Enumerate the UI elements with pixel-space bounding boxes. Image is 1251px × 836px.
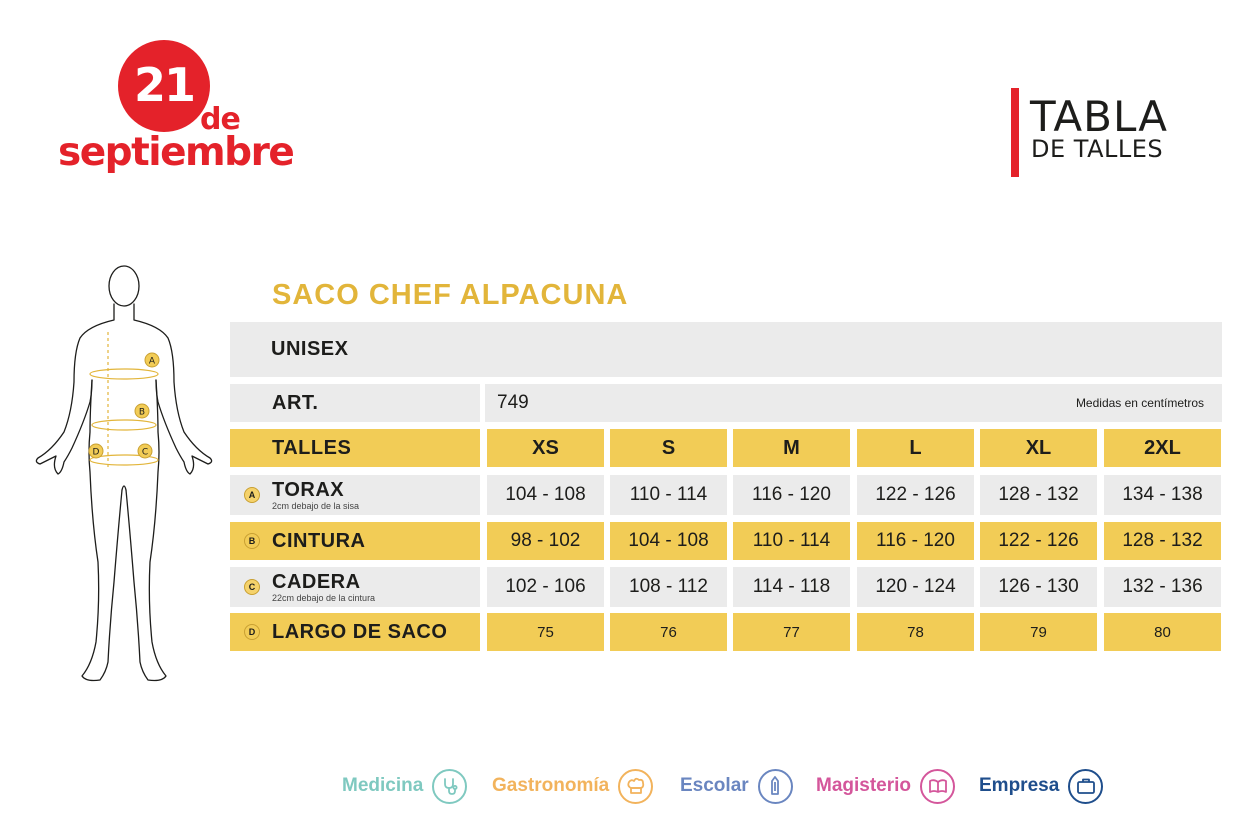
- row-label: TORAX: [272, 478, 345, 501]
- measurement-cell: 75: [487, 613, 604, 651]
- measurement-cell: 104 - 108: [487, 475, 604, 515]
- measurement-cell: 76: [610, 613, 727, 651]
- measurement-cell: 116 - 120: [857, 522, 974, 560]
- measurement-cell: 126 - 130: [980, 567, 1097, 607]
- logo-circle: [118, 40, 210, 132]
- logo-number: 21: [133, 58, 196, 112]
- size-header: XL: [980, 429, 1097, 467]
- measurement-cell: 122 - 126: [980, 522, 1097, 560]
- row-label: CINTURA: [272, 530, 366, 552]
- header-accent-bar: [1011, 88, 1019, 177]
- measurement-cell: 98 - 102: [487, 522, 604, 560]
- sizes-label-cell: TALLES: [230, 429, 480, 467]
- size-header: S: [610, 429, 727, 467]
- category-footer: Medicina Gastronomía Escolar Magisterio Empr…: [0, 767, 1251, 807]
- row-note: 22cm debajo de la cintura: [272, 592, 376, 603]
- measurement-cell: 110 - 114: [733, 522, 850, 560]
- row-label-cell: B CINTURA: [230, 522, 480, 560]
- measurement-cell: 78: [857, 613, 974, 651]
- category-label: Empresa: [979, 775, 1060, 796]
- measurement-cell: 128 - 132: [1104, 522, 1221, 560]
- measurement-cell: 128 - 132: [980, 475, 1097, 515]
- sizes-label: TALLES: [272, 436, 352, 459]
- product-title: SACO CHEF ALPACUNA: [272, 279, 629, 311]
- measurement-cell: 80: [1104, 613, 1221, 651]
- briefcase-icon: [1068, 768, 1104, 804]
- marker-d: D: [93, 448, 100, 458]
- marker-badge: C: [244, 579, 260, 595]
- size-header: XS: [487, 429, 604, 467]
- row-label: CADERA: [272, 570, 361, 593]
- measurement-cell: 102 - 106: [487, 567, 604, 607]
- measurement-cell: 132 - 136: [1104, 567, 1221, 607]
- body-measurement-figure: A B C D: [35, 265, 213, 682]
- pencil-icon: [757, 768, 793, 804]
- gender-row: UNISEX: [230, 322, 1222, 377]
- art-value: 749: [497, 392, 529, 413]
- row-label: LARGO DE SACO: [272, 621, 448, 643]
- brand-logo: 21 de septiembre: [58, 40, 328, 180]
- book-icon: [920, 768, 956, 804]
- units-note: Medidas en centímetros: [1075, 396, 1204, 410]
- category-empresa: Empresa: [979, 767, 1104, 805]
- art-label-cell: ART.: [230, 384, 480, 422]
- row-note: 2cm debajo de la sisa: [272, 500, 360, 511]
- measurement-cell: 108 - 112: [610, 567, 727, 607]
- category-label: Magisterio: [816, 775, 912, 796]
- logo-de: de: [200, 102, 241, 137]
- category-label: Escolar: [680, 775, 749, 796]
- stethoscope-icon: [432, 768, 468, 804]
- category-label: Medicina: [342, 775, 424, 796]
- marker-badge: D: [244, 624, 260, 640]
- measurement-cell: 116 - 120: [733, 475, 850, 515]
- category-escolar: Escolar: [680, 767, 793, 805]
- category-magisterio: Magisterio: [816, 767, 956, 805]
- marker-c: C: [142, 448, 148, 458]
- page-subtitle: DE TALLES: [1031, 135, 1164, 163]
- marker-badge: B: [244, 533, 260, 549]
- size-header: L: [857, 429, 974, 467]
- logo-month: septiembre: [58, 130, 295, 175]
- marker-a: A: [149, 357, 156, 367]
- row-label-cell: C CADERA 22cm debajo de la cintura: [230, 567, 480, 607]
- measurement-cell: 122 - 126: [857, 475, 974, 515]
- marker-badge: A: [244, 487, 260, 503]
- page-title: TABLA: [1030, 92, 1169, 141]
- measurement-cell: 110 - 114: [610, 475, 727, 515]
- measurement-cell: 134 - 138: [1104, 475, 1221, 515]
- measurement-cell: 114 - 118: [733, 567, 850, 607]
- art-value-cell: 749 Medidas en centímetros: [485, 384, 1222, 422]
- measurement-cell: 120 - 124: [857, 567, 974, 607]
- row-label-cell: D LARGO DE SACO: [230, 613, 480, 651]
- size-header: 2XL: [1104, 429, 1221, 467]
- category-medicina: Medicina: [342, 767, 468, 805]
- category-gastronomia: Gastronomía: [492, 767, 654, 805]
- marker-b: B: [139, 408, 145, 418]
- gender-label: UNISEX: [271, 338, 349, 360]
- figure-markers: A B C D: [88, 352, 160, 459]
- measurement-cell: 79: [980, 613, 1097, 651]
- size-header: M: [733, 429, 850, 467]
- art-label: ART.: [272, 391, 319, 414]
- measurement-cell: 77: [733, 613, 850, 651]
- row-label-cell: A TORAX 2cm debajo de la sisa: [230, 475, 480, 515]
- category-label: Gastronomía: [492, 775, 610, 796]
- chef-hat-icon: [618, 768, 654, 804]
- measurement-cell: 104 - 108: [610, 522, 727, 560]
